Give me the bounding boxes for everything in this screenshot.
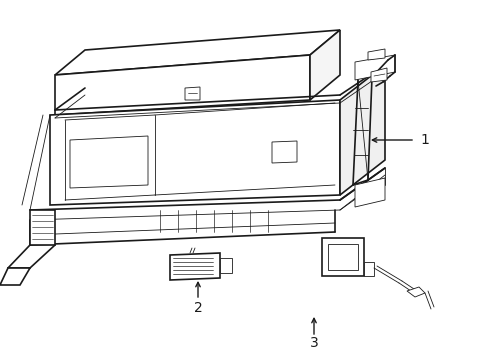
Polygon shape — [328, 244, 358, 270]
Polygon shape — [364, 262, 374, 276]
Polygon shape — [30, 210, 55, 245]
Polygon shape — [310, 30, 340, 100]
Polygon shape — [322, 238, 364, 276]
Polygon shape — [50, 100, 340, 205]
Polygon shape — [355, 55, 395, 80]
Polygon shape — [220, 258, 232, 273]
Polygon shape — [355, 178, 385, 207]
Polygon shape — [0, 268, 30, 285]
Polygon shape — [340, 65, 385, 195]
Text: 3: 3 — [310, 336, 318, 350]
Polygon shape — [55, 30, 340, 75]
Polygon shape — [371, 68, 387, 82]
Polygon shape — [70, 136, 148, 188]
Polygon shape — [170, 253, 220, 280]
Polygon shape — [368, 49, 385, 60]
Polygon shape — [272, 141, 297, 163]
Text: 1: 1 — [420, 133, 429, 147]
Text: 2: 2 — [194, 301, 202, 315]
Polygon shape — [407, 287, 425, 297]
Polygon shape — [185, 87, 200, 100]
Polygon shape — [55, 55, 310, 115]
